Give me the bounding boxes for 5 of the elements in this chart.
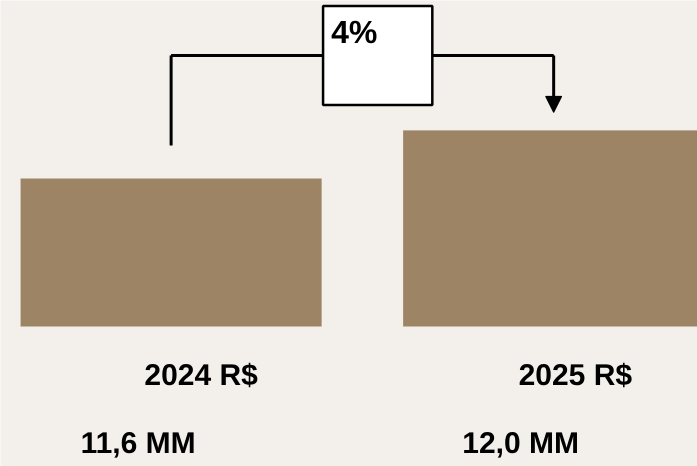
data-label: 11,6 MM [80, 427, 196, 460]
annotation: 4% [331, 14, 378, 50]
data-label: 12,0 MM [462, 427, 580, 460]
x-tick-label: 2024 R$ [144, 359, 258, 392]
x-tick-label: 2025 R$ [518, 359, 632, 392]
